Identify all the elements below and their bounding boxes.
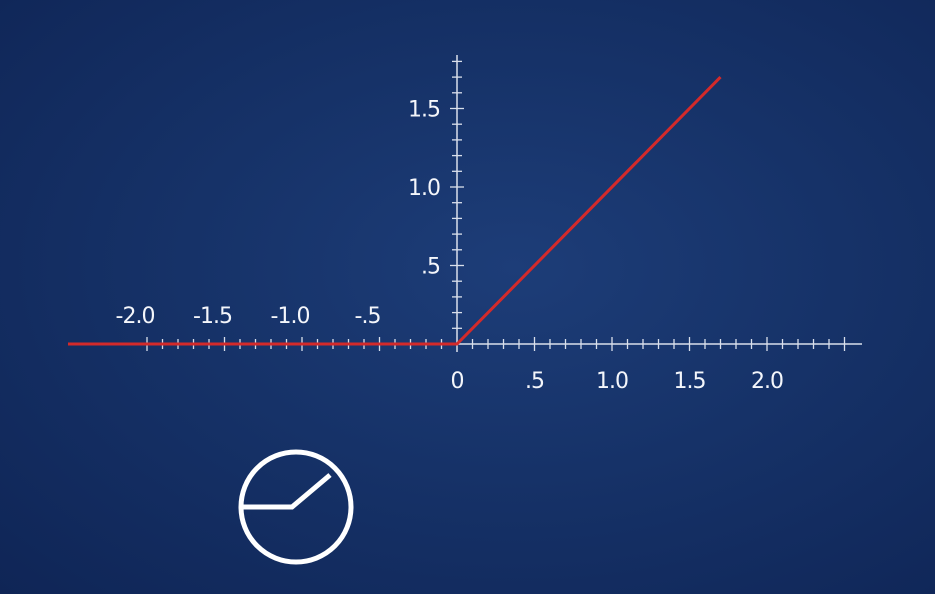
x-tick-label: -1.5	[193, 304, 232, 329]
tick-labels: -2.0 -1.5 -1.0 -.5 0 .5 1.0 1.5 2.0 .5 1.0 1.5	[116, 98, 784, 395]
x-tick-label: -1.0	[271, 304, 310, 329]
x-tick-label: 1.0	[596, 369, 628, 394]
y-tick-label: .5	[421, 255, 440, 280]
y-tick-label: 1.5	[408, 98, 440, 123]
axes	[69, 55, 862, 352]
relu-function-icon	[238, 449, 354, 565]
minor-ticks	[146, 60, 846, 351]
x-tick-label: -.5	[355, 304, 381, 329]
relu-series-line	[68, 76, 722, 346]
x-tick-label: 2.0	[751, 369, 783, 394]
y-tick-label: 1.0	[408, 176, 440, 201]
x-tick-label: .5	[525, 369, 544, 394]
series-lines	[68, 76, 722, 346]
relu-icon-curve	[241, 473, 332, 510]
x-tick-label: 0	[451, 369, 464, 394]
x-tick-label: 1.5	[674, 369, 706, 394]
x-tick-label: -2.0	[116, 304, 155, 329]
